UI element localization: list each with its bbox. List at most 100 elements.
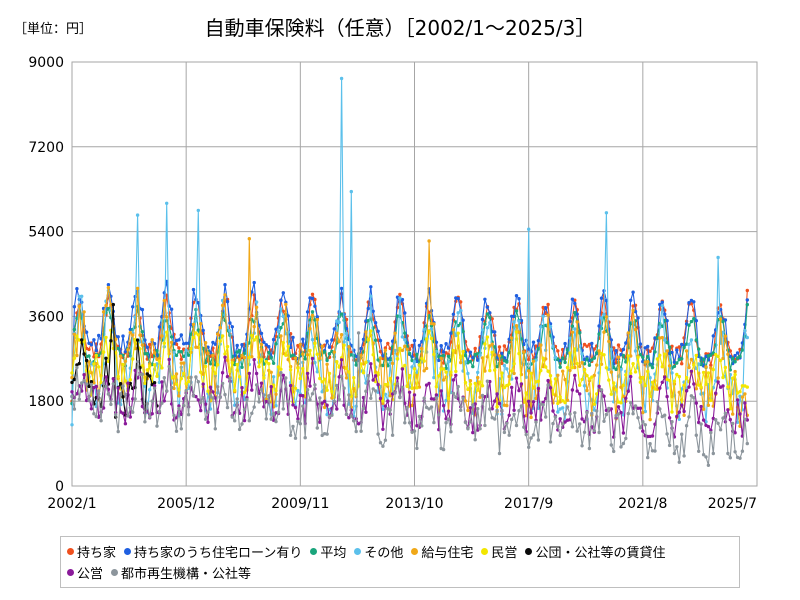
data-point bbox=[488, 344, 492, 348]
data-point bbox=[208, 407, 213, 411]
data-point bbox=[541, 364, 545, 369]
data-point bbox=[570, 330, 575, 334]
data-point bbox=[595, 392, 599, 396]
data-point bbox=[279, 334, 283, 338]
data-point bbox=[126, 414, 130, 418]
data-point bbox=[621, 394, 626, 399]
data-point bbox=[381, 399, 385, 403]
data-point bbox=[89, 343, 94, 347]
data-point bbox=[97, 389, 101, 393]
data-point bbox=[133, 368, 137, 373]
data-point bbox=[733, 353, 737, 358]
data-point bbox=[199, 370, 203, 374]
data-point bbox=[667, 345, 672, 349]
legend-item: 持ち家 bbox=[67, 542, 116, 561]
data-point bbox=[252, 280, 256, 285]
data-point bbox=[247, 371, 251, 376]
data-point bbox=[585, 410, 589, 415]
data-point bbox=[162, 399, 166, 403]
data-point bbox=[140, 372, 145, 376]
data-point bbox=[429, 405, 434, 409]
data-point bbox=[687, 301, 691, 305]
data-point bbox=[211, 340, 215, 345]
data-point bbox=[451, 348, 456, 353]
data-point bbox=[680, 357, 684, 361]
data-point bbox=[743, 392, 747, 396]
data-point bbox=[169, 340, 174, 345]
data-point bbox=[281, 314, 285, 319]
data-point bbox=[72, 327, 77, 332]
data-point bbox=[106, 306, 111, 311]
x-tick-label: 2005/12 bbox=[157, 496, 215, 512]
data-point bbox=[177, 404, 181, 408]
data-point bbox=[364, 360, 368, 364]
data-point bbox=[344, 376, 349, 380]
data-point bbox=[325, 362, 329, 366]
data-point bbox=[582, 430, 587, 434]
y-tick-label: 7200 bbox=[28, 140, 64, 156]
data-point bbox=[201, 328, 205, 333]
data-point bbox=[179, 350, 183, 354]
data-point bbox=[318, 420, 322, 424]
data-point bbox=[259, 387, 264, 391]
data-point bbox=[155, 374, 159, 378]
data-point bbox=[87, 354, 91, 358]
data-point bbox=[500, 361, 504, 366]
data-point bbox=[203, 402, 208, 406]
data-point bbox=[152, 351, 157, 355]
data-point bbox=[286, 344, 290, 349]
data-point bbox=[128, 327, 132, 332]
data-point bbox=[706, 424, 711, 429]
data-point bbox=[514, 324, 519, 328]
data-point bbox=[199, 322, 203, 326]
data-point bbox=[104, 303, 108, 308]
data-point bbox=[228, 321, 232, 325]
data-point bbox=[726, 451, 730, 456]
data-point bbox=[558, 365, 562, 369]
data-point bbox=[199, 408, 203, 413]
data-point bbox=[505, 367, 509, 371]
data-point bbox=[723, 334, 728, 338]
x-tick-label: 2002/1 bbox=[47, 496, 96, 512]
data-point bbox=[454, 333, 458, 338]
data-point bbox=[373, 321, 378, 325]
data-point bbox=[150, 399, 154, 403]
data-point bbox=[424, 405, 429, 410]
data-point bbox=[228, 328, 232, 333]
data-point bbox=[235, 397, 239, 401]
data-point bbox=[502, 363, 507, 368]
data-point bbox=[563, 400, 567, 405]
data-point bbox=[493, 353, 497, 357]
data-point bbox=[337, 339, 341, 344]
data-point bbox=[242, 418, 247, 423]
data-point bbox=[182, 371, 186, 376]
data-point bbox=[527, 357, 531, 362]
data-point bbox=[70, 375, 74, 380]
data-point bbox=[697, 362, 701, 366]
data-point bbox=[692, 363, 696, 367]
data-point bbox=[84, 330, 89, 334]
data-point bbox=[677, 460, 681, 464]
data-point bbox=[203, 341, 208, 345]
data-point bbox=[254, 305, 259, 309]
data-point bbox=[670, 350, 674, 355]
data-point bbox=[478, 380, 482, 384]
data-point bbox=[485, 335, 490, 339]
data-point bbox=[439, 367, 443, 371]
data-point bbox=[558, 358, 562, 363]
data-point bbox=[510, 314, 514, 318]
data-point bbox=[388, 376, 392, 381]
data-point bbox=[441, 367, 446, 371]
data-point bbox=[398, 346, 402, 351]
legend-item: 平均 bbox=[310, 542, 346, 561]
data-point bbox=[186, 413, 191, 417]
data-point bbox=[87, 384, 91, 389]
data-point bbox=[658, 407, 662, 411]
data-point bbox=[412, 360, 417, 364]
data-point bbox=[517, 388, 521, 393]
data-point bbox=[493, 330, 497, 334]
data-point bbox=[75, 365, 79, 370]
data-point bbox=[648, 417, 652, 422]
data-point bbox=[206, 389, 210, 393]
series-2 bbox=[70, 302, 749, 406]
